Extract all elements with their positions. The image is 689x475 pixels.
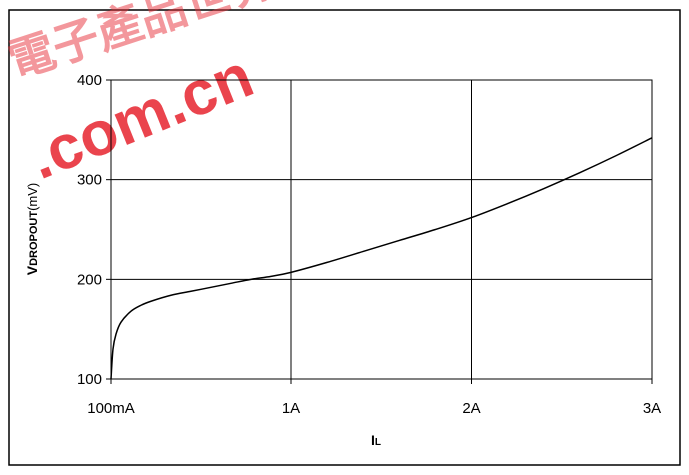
y-axis-title-unit: (mV)	[25, 183, 40, 211]
x-axis-title-sub: L	[375, 437, 381, 448]
y-tick-label: 100	[77, 371, 102, 388]
y-axis-title-lead: V	[24, 265, 40, 275]
plot-area-border	[110, 79, 653, 380]
y-tick-label: 400	[77, 72, 102, 89]
series-layer	[110, 137, 653, 380]
x-tick-label: 3A	[643, 400, 661, 417]
y-axis-title: VDROPOUT(mV)	[24, 183, 40, 276]
tick-labels: 100 200 300 400 100mA 1A 2A 3A	[77, 72, 661, 417]
chart-frame	[8, 9, 681, 466]
y-axis-title-sub: DROPOUT	[28, 211, 40, 266]
y-tick-label: 300	[77, 172, 102, 189]
x-tick-label: 1A	[282, 400, 300, 417]
y-tick-label: 200	[77, 271, 102, 288]
x-axis-title-main: I	[371, 432, 375, 448]
dropout-curve-line	[110, 137, 653, 380]
x-tick-label: 2A	[462, 400, 480, 417]
x-tick-label: 100mA	[87, 400, 135, 417]
x-axis-title: IL	[371, 432, 381, 448]
